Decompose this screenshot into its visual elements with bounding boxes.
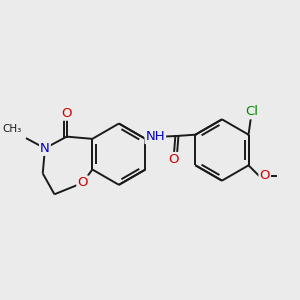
Text: O: O <box>61 107 72 120</box>
Text: CH₃: CH₃ <box>3 124 22 134</box>
Text: NH: NH <box>146 130 165 143</box>
Text: Cl: Cl <box>245 105 258 118</box>
Text: N: N <box>40 142 50 155</box>
Text: O: O <box>77 176 88 189</box>
Text: O: O <box>169 153 179 166</box>
Text: O: O <box>260 169 270 182</box>
